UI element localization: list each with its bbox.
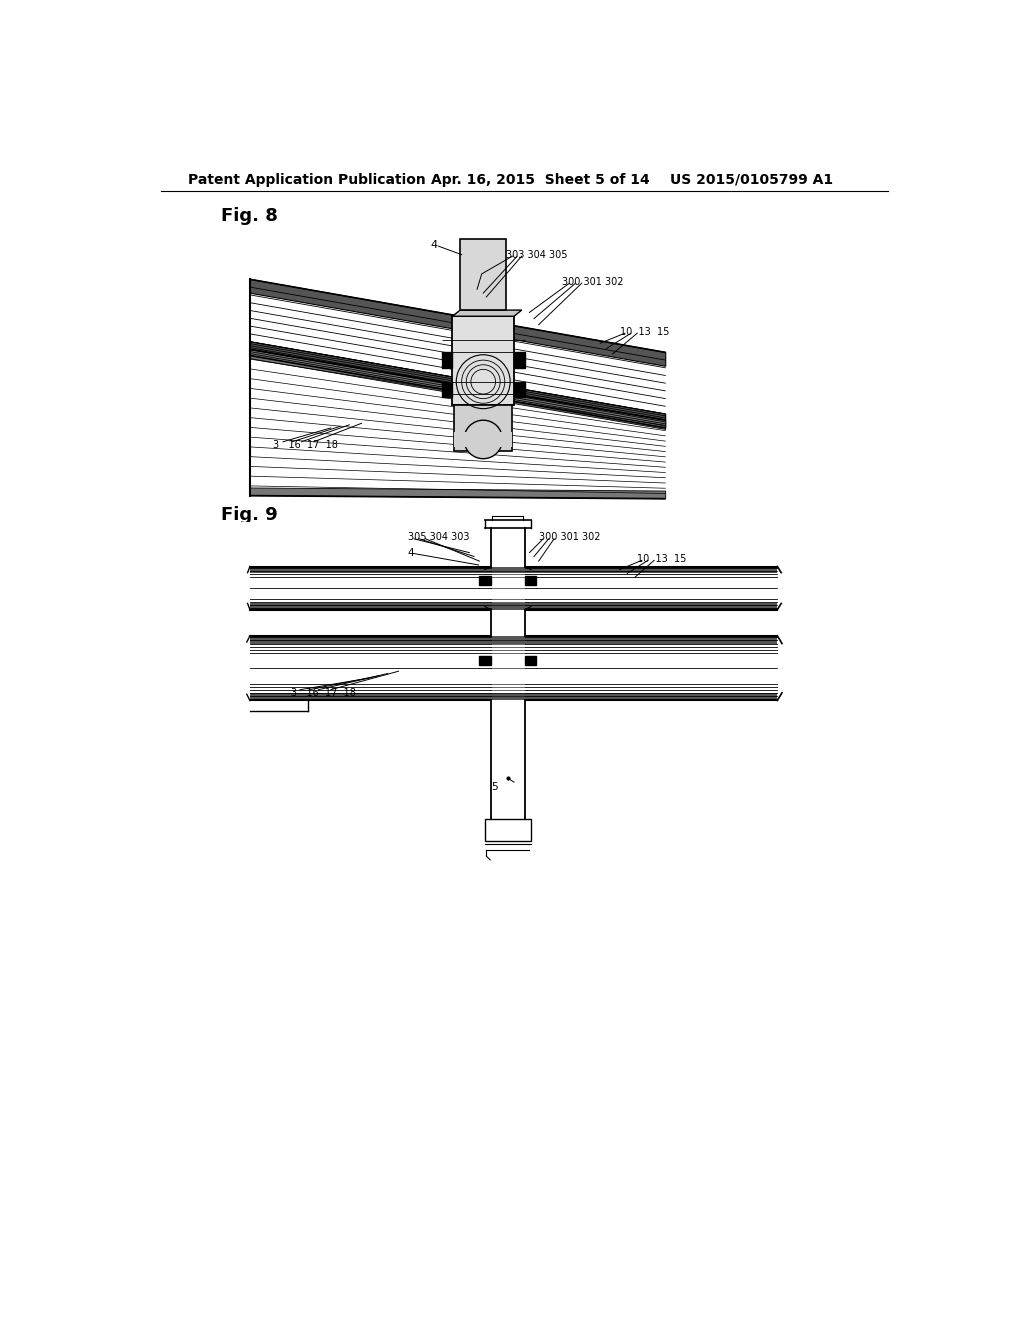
Text: 5: 5	[490, 781, 498, 792]
Text: 3   16  17  18: 3 16 17 18	[273, 440, 338, 450]
Polygon shape	[250, 350, 666, 491]
Text: 3   16  17  18: 3 16 17 18	[291, 688, 355, 698]
Text: US 2015/0105799 A1: US 2015/0105799 A1	[670, 173, 833, 187]
Text: 300 301 302: 300 301 302	[562, 277, 624, 286]
Text: 305 304 303: 305 304 303	[408, 532, 469, 543]
Bar	[454, 432, 512, 447]
Polygon shape	[250, 693, 777, 701]
Text: 10  13  15: 10 13 15	[637, 554, 687, 564]
Polygon shape	[250, 566, 777, 573]
Polygon shape	[250, 488, 666, 499]
Polygon shape	[250, 636, 777, 644]
Text: 10  13  15: 10 13 15	[620, 326, 669, 337]
Bar	[524, 576, 537, 585]
Text: Patent Application Publication: Patent Application Publication	[188, 173, 426, 187]
Polygon shape	[250, 280, 666, 414]
Polygon shape	[484, 818, 531, 841]
Polygon shape	[250, 603, 777, 610]
Text: 300 301 302: 300 301 302	[539, 532, 600, 543]
Polygon shape	[250, 280, 666, 367]
Text: Apr. 16, 2015  Sheet 5 of 14: Apr. 16, 2015 Sheet 5 of 14	[431, 173, 649, 187]
Bar	[514, 352, 524, 368]
Bar	[479, 656, 490, 665]
Polygon shape	[230, 521, 801, 851]
Bar	[524, 656, 537, 665]
Polygon shape	[454, 405, 512, 451]
Text: 4: 4	[431, 240, 438, 249]
Polygon shape	[250, 350, 666, 429]
Polygon shape	[250, 342, 666, 428]
Polygon shape	[250, 566, 777, 610]
Circle shape	[464, 420, 503, 459]
Bar	[514, 381, 524, 397]
Polygon shape	[453, 317, 514, 405]
Polygon shape	[453, 310, 521, 317]
Polygon shape	[490, 528, 524, 566]
Polygon shape	[490, 610, 524, 636]
Bar	[479, 576, 490, 585]
Polygon shape	[490, 701, 524, 818]
Bar	[441, 381, 453, 397]
Bar	[441, 352, 453, 368]
Polygon shape	[460, 239, 506, 310]
Text: Fig. 8: Fig. 8	[221, 207, 279, 226]
Text: Fig. 9: Fig. 9	[221, 506, 279, 524]
Text: 4: 4	[408, 548, 415, 557]
Polygon shape	[250, 636, 777, 701]
Text: 303 304 305: 303 304 305	[506, 249, 568, 260]
